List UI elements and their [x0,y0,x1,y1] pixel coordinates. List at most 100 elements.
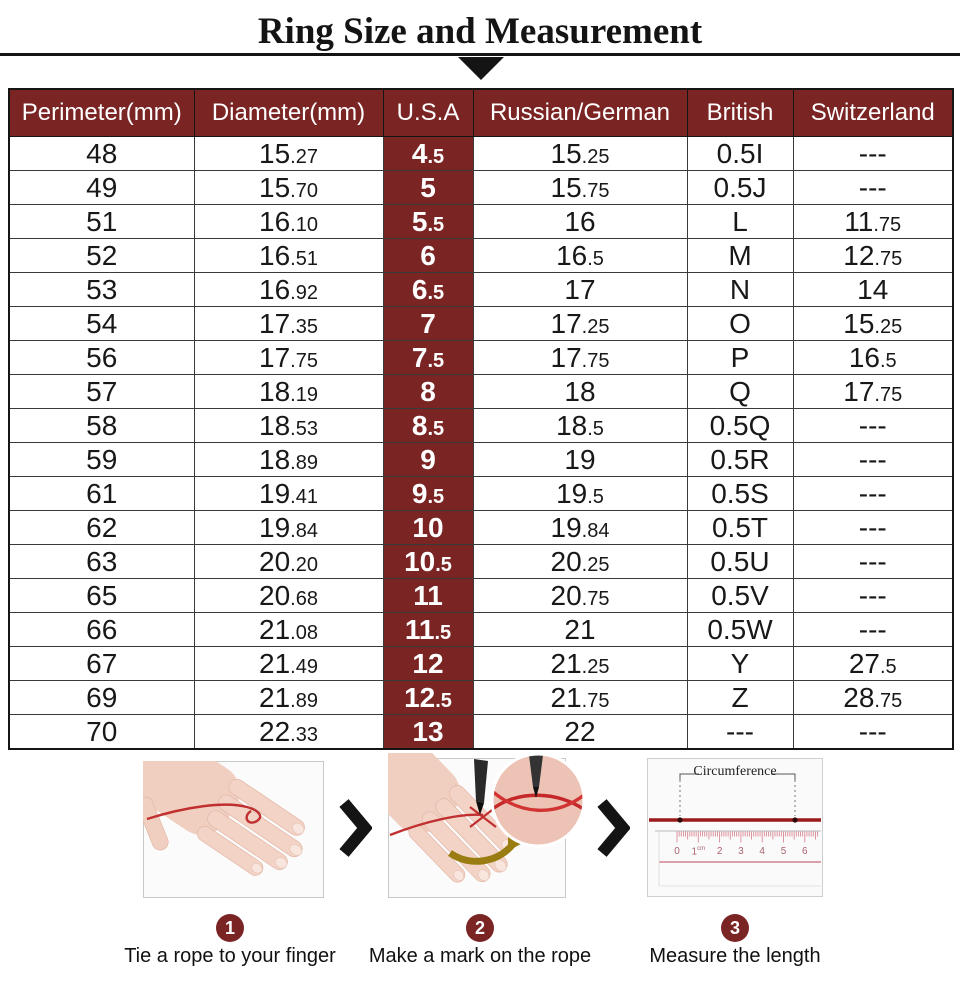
table-cell-british: 0.5V [686,578,794,613]
table-cell-perimeter: 70 [8,714,195,750]
table-cell-switzerland: 16.5 [792,340,954,375]
table-row: 70 22.33 13 22 --- --- [8,714,954,750]
table-cell-russian: 17.75 [472,340,688,375]
table-cell-british: O [686,306,794,341]
table-cell-british: Y [686,646,794,681]
table-cell-diameter: 16.10 [193,204,384,239]
table-cell-russian: 15.25 [472,136,688,171]
table-cell-switzerland: --- [792,714,954,750]
table-cell-diameter: 18.53 [193,408,384,443]
table-cell-perimeter: 61 [8,476,195,511]
red-rope [389,813,484,837]
table-cell-russian: 21.25 [472,646,688,681]
table-cell-perimeter: 53 [8,272,195,307]
table-cell-usa: 10 [382,510,474,545]
table-cell-diameter: 18.19 [193,374,384,409]
ruler-tick-label: 3 [738,846,744,857]
pen-icon [474,759,488,803]
ruler-unit-label: cm [697,846,706,852]
table-cell-switzerland: --- [792,170,954,205]
red-rope [146,803,262,824]
table-cell-perimeter: 67 [8,646,195,681]
table-cell-switzerland: 14 [792,272,954,307]
ruler-tick-label: 5 [780,846,787,857]
column-header-usa: U.S.A [382,88,474,137]
table-cell-russian: 21.75 [472,680,688,715]
table-row: 59 18.89 9 19 0.5R --- [8,442,954,477]
ring-size-table: Perimeter(mm) Diameter(mm) U.S.A Russian/Ge… [8,88,954,750]
table-cell-british: 0.5J [686,170,794,205]
table-cell-perimeter: 49 [8,170,195,205]
table-cell-usa: 9.5 [382,476,474,511]
ruler-tick-label: 4 [759,846,765,857]
table-cell-switzerland: 11.75 [792,204,954,239]
table-cell-switzerland: 12.75 [792,238,954,273]
table-cell-diameter: 18.89 [193,442,384,477]
table-cell-usa: 7.5 [382,340,474,375]
table-cell-usa: 5.5 [382,204,474,239]
table-cell-usa: 10.5 [382,544,474,579]
ruler-ticks [676,831,819,843]
table-cell-diameter: 16.92 [193,272,384,307]
table-cell-switzerland: --- [792,476,954,511]
table-cell-russian: 22 [472,714,688,750]
table-row: 51 16.10 5.5 16 L 11.75 [8,204,954,239]
divider-line [0,53,960,56]
table-cell-usa: 11.5 [382,612,474,647]
table-cell-usa: 5 [382,170,474,205]
table-cell-usa: 12 [382,646,474,681]
column-header-russian: Russian/German [472,88,688,137]
table-cell-diameter: 16.51 [193,238,384,273]
table-cell-diameter: 20.20 [193,544,384,579]
table-cell-british: --- [686,714,794,750]
table-cell-perimeter: 65 [8,578,195,613]
table-cell-perimeter: 69 [8,680,195,715]
table-cell-diameter: 21.89 [193,680,384,715]
table-row: 52 16.51 6 16.5 M 12.75 [8,238,954,273]
column-header-switzerland: Switzerland [792,88,954,137]
hand-rope-image [143,761,324,898]
table-cell-british: 0.5R [686,442,794,477]
magnifier-inset [490,753,586,848]
table-row: 49 15.70 5 15.75 0.5J --- [8,170,954,205]
table-cell-perimeter: 63 [8,544,195,579]
step-caption: Make a mark on the rope [368,945,592,967]
table-cell-russian: 19.84 [472,510,688,545]
table-cell-diameter: 21.49 [193,646,384,681]
table-cell-russian: 17 [472,272,688,307]
table-cell-perimeter: 56 [8,340,195,375]
table-cell-switzerland: --- [792,442,954,477]
table-cell-russian: 21 [472,612,688,647]
chevron-right-icon [339,799,372,857]
table-cell-usa: 11 [382,578,474,613]
table-cell-perimeter: 54 [8,306,195,341]
table-cell-switzerland: 27.5 [792,646,954,681]
table-row: 58 18.53 8.5 18.5 0.5Q --- [8,408,954,443]
table-cell-british: Z [686,680,794,715]
table-cell-russian: 19.5 [472,476,688,511]
table-row: 56 17.75 7.5 17.75 P 16.5 [8,340,954,375]
table-cell-russian: 17.25 [472,306,688,341]
table-row: 54 17.35 7 17.25 O 15.25 [8,306,954,341]
table-cell-switzerland: --- [792,408,954,443]
table-row: 57 18.19 8 18 Q 17.75 [8,374,954,409]
table-cell-switzerland: --- [792,510,954,545]
table-row: 48 15.27 4.5 15.25 0.5I --- [8,136,954,171]
table-row: 53 16.92 6.5 17 N 14 [8,272,954,307]
hand-mark-image [388,753,586,898]
table-cell-russian: 15.75 [472,170,688,205]
table-cell-british: 0.5Q [686,408,794,443]
table-cell-switzerland: --- [792,578,954,613]
ruler-image [647,758,823,897]
table-row: 63 20.20 10.5 20.25 0.5U --- [8,544,954,579]
table-cell-perimeter: 52 [8,238,195,273]
table-cell-british: P [686,340,794,375]
table-cell-diameter: 15.70 [193,170,384,205]
chevron-right-icon [597,799,630,857]
table-cell-perimeter: 51 [8,204,195,239]
table-cell-diameter: 17.75 [193,340,384,375]
table-cell-diameter: 21.08 [193,612,384,647]
step-number-badge: 2 [466,914,494,942]
table-cell-british: M [686,238,794,273]
table-cell-perimeter: 62 [8,510,195,545]
